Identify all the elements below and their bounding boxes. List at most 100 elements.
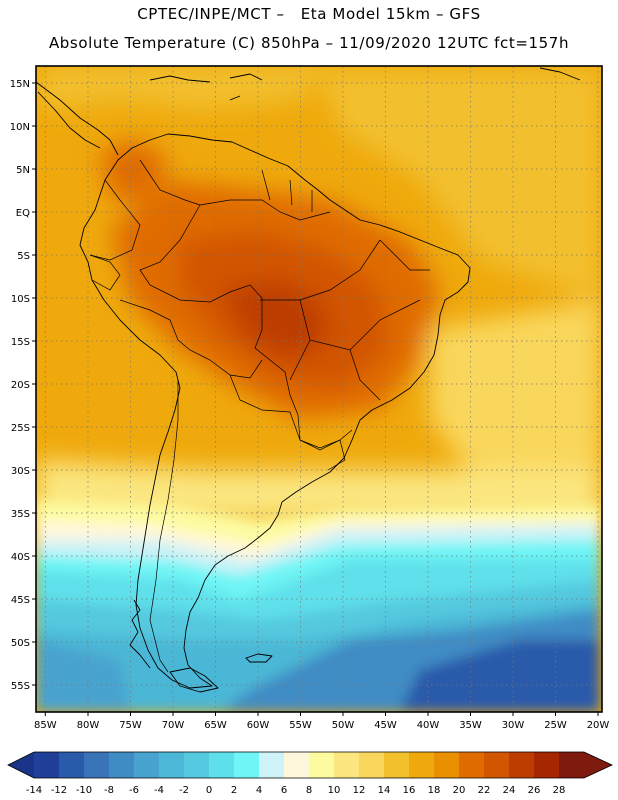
colorbar-tick-label: 10: [328, 785, 341, 796]
colorbar-tick-label: 6: [281, 785, 287, 796]
colorbar-swatch: [234, 752, 259, 778]
lon-label: 55W: [289, 720, 312, 731]
lon-label: 80W: [77, 720, 100, 731]
lon-label: 70W: [162, 720, 185, 731]
colorbar-swatch: [84, 752, 109, 778]
field-minus-10: [400, 640, 600, 712]
colorbar-swatch: [59, 752, 84, 778]
lat-label: 10S: [11, 294, 30, 305]
lat-label: 55S: [11, 681, 30, 692]
state-borders-brazil: [260, 239, 430, 401]
colorbar-tick-label: 14: [378, 785, 391, 796]
colorbar-tick-label: 18: [428, 785, 441, 796]
lat-label: 5S: [17, 251, 30, 262]
border-ecuador: [89, 254, 121, 291]
colorbar-swatch: [359, 752, 384, 778]
colorbar-swatch: [109, 752, 134, 778]
field-12: [36, 460, 600, 520]
caribbean-islands: [149, 67, 581, 101]
lon-label: 35W: [459, 720, 482, 731]
colorbar-tick-label: -14: [26, 785, 42, 796]
map-frame: [35, 65, 603, 713]
colorbar-tick-label: 16: [403, 785, 416, 796]
colorbar-tick-label: 0: [206, 785, 212, 796]
lat-ticks: [32, 82, 36, 686]
border-argentina-chile: [149, 380, 179, 673]
field-warm-14-east: [430, 300, 600, 470]
colorbar-tick-label: -2: [179, 785, 189, 796]
border-paraguay: [229, 374, 301, 441]
colorbar-swatch: [159, 752, 184, 778]
lon-label: 40W: [417, 720, 440, 731]
lat-label: 15S: [11, 337, 30, 348]
lon-label: 50W: [332, 720, 355, 731]
colorbar-swatch: [509, 752, 534, 778]
lon-ticks: [44, 712, 599, 716]
colorbar-swatch: [459, 752, 484, 778]
triangle-right-icon: [584, 752, 612, 778]
colorbar-swatch: [34, 752, 59, 778]
chile-fjords: [129, 599, 151, 669]
colorbar-swatch: [184, 752, 209, 778]
lat-label: 45S: [11, 595, 30, 606]
chart-title-line-1: CPTEC/INPE/MCT – Eta Model 15km – GFS: [137, 5, 481, 23]
lon-label: 60W: [247, 720, 270, 731]
lat-label: 40S: [11, 552, 30, 563]
colorbar-swatch: [484, 752, 509, 778]
field-warm-18-ne: [320, 70, 600, 300]
colorbar: -14 -12 -10 -8 -6 -4 -2 0 2 4 6 8 10 12 …: [7, 751, 613, 796]
triangle-left-icon: [8, 752, 34, 778]
colorbar-tick-label: 2: [231, 785, 237, 796]
colorbar-tick-label: 12: [353, 785, 366, 796]
falklands: [245, 653, 273, 663]
border-brazil: [139, 199, 353, 451]
tierra-del-fuego: [169, 667, 219, 693]
colorbar-swatch: [559, 752, 584, 778]
border-colombia-venezuela: [89, 159, 201, 261]
lon-label: 20W: [587, 720, 610, 731]
lon-label: 25W: [544, 720, 567, 731]
colorbar-tick-label: 28: [553, 785, 566, 796]
lon-label: 65W: [204, 720, 227, 731]
country-borders: [89, 159, 430, 673]
colorbar-tick-label: -6: [129, 785, 139, 796]
colorbar-tick-label: -12: [51, 785, 67, 796]
central-america-coastline: [36, 81, 119, 156]
colorbar-swatch: [434, 752, 459, 778]
field-hot-26: [220, 280, 330, 360]
colorbar-swatch: [309, 752, 334, 778]
lon-label: 30W: [502, 720, 525, 731]
lon-label: 45W: [374, 720, 397, 731]
colorbar-tick-label: 20: [453, 785, 466, 796]
lat-label: 5N: [16, 165, 30, 176]
lat-label: 50S: [11, 638, 30, 649]
lat-label: 20S: [11, 380, 30, 391]
south-america-coastline: [79, 133, 471, 689]
lon-label: 85W: [34, 720, 57, 731]
lat-label: 25S: [11, 423, 30, 434]
lon-label: 75W: [119, 720, 142, 731]
lat-label: 30S: [11, 466, 30, 477]
colorbar-tick-label: 8: [306, 785, 312, 796]
colorbar-swatch: [384, 752, 409, 778]
field-minus-4-west: [36, 640, 130, 712]
colorbar-outline: [7, 751, 613, 779]
colorbar-swatch: [259, 752, 284, 778]
colorbar-tick-label: -4: [154, 785, 164, 796]
colorbar-tick-label: -10: [76, 785, 92, 796]
lat-label: 10N: [10, 122, 30, 133]
field-warm-18-n: [40, 66, 330, 110]
lat-label: EQ: [16, 208, 30, 219]
colorbar-swatch: [284, 752, 309, 778]
colorbar-tick-label: 24: [503, 785, 516, 796]
border-guianas: [261, 169, 313, 212]
colorbar-swatch: [334, 752, 359, 778]
lat-labels: 15N 10N 5N EQ 5S 10S 15S 20S 25S 30S 35S…: [10, 79, 30, 692]
colorbar-tick-label: 22: [478, 785, 491, 796]
colorbar-swatch: [209, 752, 234, 778]
colorbar-tick-label: 4: [256, 785, 262, 796]
colorbar-swatch: [134, 752, 159, 778]
border-uruguay: [299, 439, 346, 471]
lat-label: 35S: [11, 509, 30, 520]
